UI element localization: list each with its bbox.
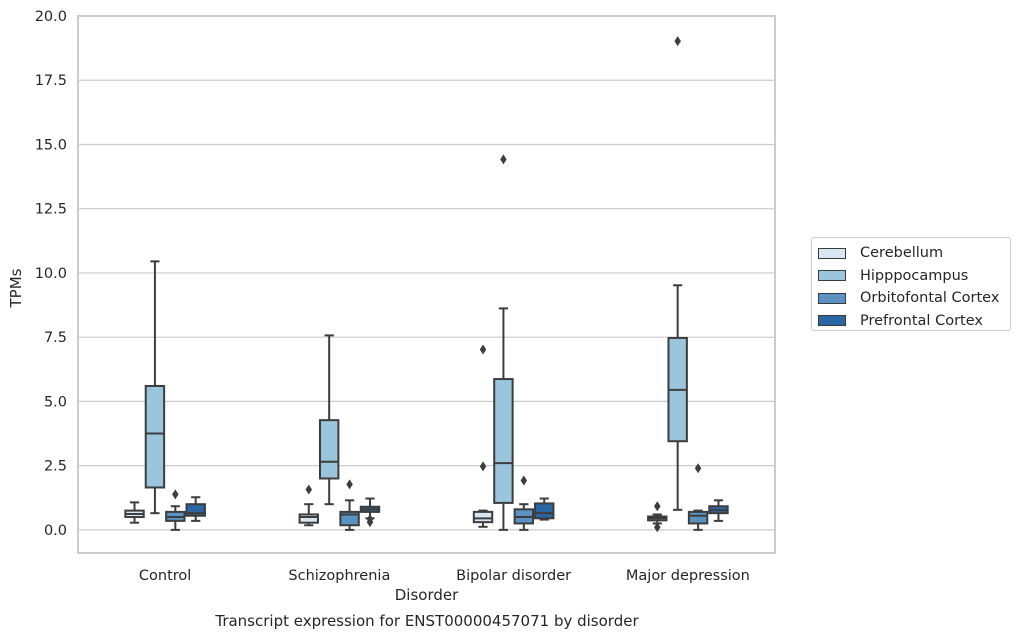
box-2-1 xyxy=(339,479,360,531)
box-0-3 xyxy=(647,501,668,533)
x-tick-labels: Control Schizophrenia Bipolar disorder Majo… xyxy=(139,568,750,584)
outlier-point xyxy=(172,489,179,500)
x-axis-label: Disorder xyxy=(395,586,459,604)
y-tick-label: 2.5 xyxy=(44,459,67,475)
box-2-0 xyxy=(165,489,186,531)
outlier-point xyxy=(479,461,487,472)
legend-swatch-hippocampus xyxy=(818,270,846,282)
outlier-point xyxy=(500,154,507,165)
outlier-point xyxy=(654,522,661,533)
box-body xyxy=(687,510,709,525)
x-tick-label: Bipolar disorder xyxy=(456,568,571,584)
y-tick-label: 15.0 xyxy=(35,137,67,153)
legend-item-hippocampus: Hipppocampus xyxy=(818,265,1010,288)
legend-swatch-cerebellum xyxy=(818,247,846,259)
y-tick-label: 7.5 xyxy=(44,330,67,346)
box-3-1 xyxy=(359,497,381,528)
legend-swatch-orbitofrontal xyxy=(818,292,846,304)
box-1-3 xyxy=(667,36,688,511)
box-3-0 xyxy=(185,496,206,522)
legend-label-orbitofrontal: Orbitofontal Cortex xyxy=(860,290,1000,307)
box-3-2 xyxy=(534,497,555,521)
x-tick-label: Major depression xyxy=(626,568,750,584)
boxes-layer xyxy=(124,36,729,533)
x-tick-label: Control xyxy=(139,568,191,584)
y-tick-label: 20.0 xyxy=(35,9,67,25)
box-body xyxy=(534,502,555,520)
outlier-point xyxy=(654,501,661,512)
box-0-0 xyxy=(124,501,145,524)
y-tick-label: 5.0 xyxy=(44,394,67,410)
y-tick-label: 10.0 xyxy=(35,266,67,282)
box-1-2 xyxy=(493,154,514,531)
box-2-2 xyxy=(513,475,535,531)
plot-frame xyxy=(77,15,776,554)
y-tick-label: 17.5 xyxy=(35,73,67,89)
box-0-2 xyxy=(472,344,494,528)
box-body xyxy=(298,513,319,524)
y-axis-label: TPMs xyxy=(7,268,25,308)
legend-label-cerebellum: Cerebellum xyxy=(860,245,944,262)
box-1-1 xyxy=(318,334,340,506)
gridlines xyxy=(78,79,775,531)
outlier-point xyxy=(520,475,528,486)
y-tick-labels: 0.0 2.5 5.0 7.5 10.0 12.5 15.0 17.5 20.0 xyxy=(35,9,67,539)
chart-caption: Transcript expression for ENST0000045707… xyxy=(215,612,639,630)
box-0-1 xyxy=(298,484,319,527)
outlier-point xyxy=(305,484,313,495)
legend-item-prefrontal: Prefrontal Cortex xyxy=(818,310,1010,333)
box-body xyxy=(185,503,206,517)
outlier-point xyxy=(479,344,487,355)
box-body xyxy=(493,378,514,504)
box-body xyxy=(144,384,166,489)
x-tick-label: Schizophrenia xyxy=(288,568,390,584)
outlier-point xyxy=(674,36,681,47)
legend-swatch-prefrontal xyxy=(818,315,846,327)
legend-label-prefrontal: Prefrontal Cortex xyxy=(860,312,983,329)
box-body xyxy=(472,510,494,524)
y-tick-label: 0.0 xyxy=(44,523,67,539)
box-3-3 xyxy=(708,499,729,522)
legend-item-orbitofrontal: Orbitofontal Cortex xyxy=(818,287,1010,310)
legend-label-hippocampus: Hipppocampus xyxy=(860,267,969,284)
box-body xyxy=(318,419,340,480)
outlier-point xyxy=(694,463,702,474)
box-1-0 xyxy=(144,260,166,515)
outlier-point xyxy=(346,479,353,490)
box-2-3 xyxy=(687,463,709,531)
legend: Cerebellum Hipppocampus Orbitofontal Cor… xyxy=(811,237,1011,331)
y-tick-label: 12.5 xyxy=(35,202,67,218)
outlier-point xyxy=(366,514,374,525)
legend-item-cerebellum: Cerebellum xyxy=(818,242,1010,265)
